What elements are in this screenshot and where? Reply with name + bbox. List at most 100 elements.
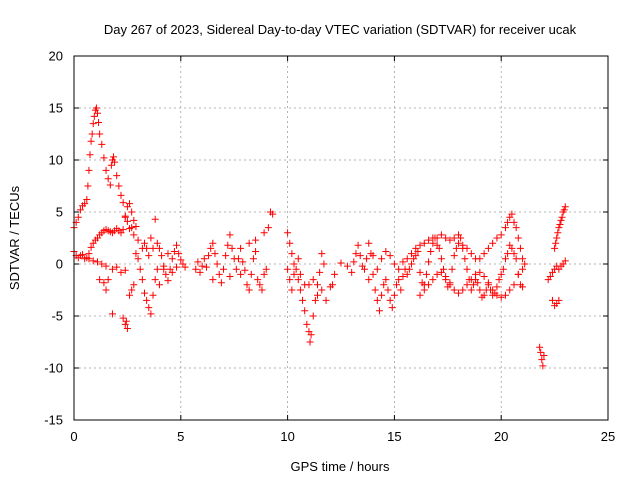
data-point-marker — [554, 229, 562, 237]
data-point-marker — [318, 286, 326, 294]
data-point-marker — [555, 296, 563, 304]
data-point-marker — [200, 255, 208, 263]
data-point-marker — [493, 283, 501, 291]
data-point-marker — [262, 265, 270, 273]
y-tick-label: -5 — [51, 309, 63, 324]
data-point-marker — [360, 265, 368, 273]
data-point-marker — [95, 119, 103, 127]
data-point-marker — [405, 265, 413, 273]
data-point-marker — [134, 255, 142, 263]
data-point-marker — [98, 260, 106, 268]
data-point-marker — [489, 239, 497, 247]
data-point-marker — [247, 270, 255, 278]
data-point-marker — [540, 352, 548, 360]
data-point-marker — [228, 244, 236, 252]
data-point-marker — [128, 286, 136, 294]
data-point-marker — [403, 270, 411, 278]
data-point-marker — [378, 255, 386, 263]
data-point-marker — [459, 286, 467, 294]
data-point-marker — [510, 218, 518, 226]
data-point-marker — [467, 250, 475, 258]
data-point-marker — [74, 213, 82, 221]
data-point-marker — [309, 312, 317, 320]
data-point-marker — [106, 181, 114, 189]
data-point-marker — [450, 252, 458, 260]
data-point-marker — [224, 241, 232, 249]
data-point-marker — [104, 175, 112, 183]
data-point-marker — [102, 262, 110, 270]
data-point-marker — [510, 281, 518, 289]
data-point-marker — [480, 272, 488, 280]
data-point-marker — [84, 182, 92, 190]
data-point-marker — [87, 243, 95, 251]
data-point-marker — [425, 236, 433, 244]
data-point-marker — [207, 244, 215, 252]
data-point-marker — [151, 276, 159, 284]
data-point-marker — [110, 153, 118, 161]
data-point-marker — [151, 215, 159, 223]
data-point-marker — [369, 270, 377, 278]
data-point-marker — [314, 281, 322, 289]
data-point-marker — [442, 272, 450, 280]
data-point-marker — [205, 252, 213, 260]
data-point-marker — [217, 279, 225, 287]
data-point-marker — [149, 291, 157, 299]
data-point-marker — [350, 258, 358, 266]
data-point-marker — [81, 200, 89, 208]
data-point-marker — [354, 241, 362, 249]
data-point-marker — [548, 296, 556, 304]
data-point-marker — [126, 200, 134, 208]
data-point-marker — [168, 268, 176, 276]
data-point-marker — [504, 250, 512, 258]
data-point-marker — [352, 250, 360, 258]
data-point-marker — [119, 199, 127, 207]
data-point-marker — [155, 281, 163, 289]
data-point-marker — [480, 250, 488, 258]
data-point-marker — [220, 265, 228, 273]
y-tick-label: -10 — [44, 361, 63, 376]
data-point-marker — [390, 291, 398, 299]
data-point-marker — [194, 258, 202, 266]
data-point-marker — [454, 289, 462, 297]
data-point-marker — [155, 244, 163, 252]
data-point-marker — [429, 276, 437, 284]
data-point-marker — [416, 291, 424, 299]
data-point-marker — [390, 260, 398, 268]
data-point-marker — [181, 263, 189, 271]
data-point-marker — [264, 224, 272, 232]
data-point-marker — [437, 268, 445, 276]
data-point-marker — [123, 217, 131, 225]
data-point-marker — [143, 296, 151, 304]
data-point-marker — [450, 234, 458, 242]
data-point-marker — [104, 276, 112, 284]
data-point-marker — [420, 239, 428, 247]
data-point-marker — [399, 272, 407, 280]
data-point-marker — [331, 270, 339, 278]
data-point-marker — [147, 310, 155, 318]
data-point-marker — [93, 109, 101, 117]
data-point-marker — [121, 320, 129, 328]
data-point-marker — [375, 307, 383, 315]
data-point-marker — [382, 248, 390, 256]
data-point-marker — [425, 258, 433, 266]
data-point-marker — [213, 260, 221, 268]
data-point-marker — [519, 283, 527, 291]
data-point-marker — [92, 104, 100, 112]
data-point-marker — [307, 331, 315, 339]
data-point-marker — [337, 259, 345, 267]
y-tick-label: 5 — [56, 205, 63, 220]
data-point-marker — [322, 296, 330, 304]
data-point-marker — [260, 229, 268, 237]
data-point-marker — [552, 239, 560, 247]
data-point-marker — [286, 276, 294, 284]
x-axis-label: GPS time / hours — [291, 459, 390, 474]
data-point-marker — [158, 252, 166, 260]
data-points — [70, 104, 569, 370]
data-point-marker — [128, 208, 136, 216]
data-point-marker — [512, 255, 520, 263]
data-point-marker — [241, 266, 249, 274]
data-point-marker — [506, 286, 514, 294]
y-tick-label: 10 — [49, 153, 63, 168]
data-point-marker — [435, 244, 443, 252]
